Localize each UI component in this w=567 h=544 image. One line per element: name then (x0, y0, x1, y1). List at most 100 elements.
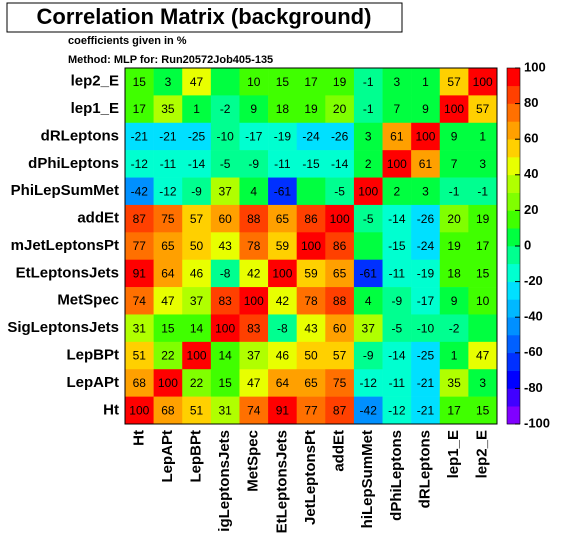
cell (382, 68, 412, 96)
cell-label: 35 (447, 376, 461, 390)
color-bin (507, 263, 520, 282)
cell (439, 396, 469, 425)
cell (182, 95, 212, 124)
cell (239, 259, 269, 288)
cell (296, 204, 326, 233)
cell (468, 232, 498, 260)
cell (439, 95, 469, 124)
cell (239, 287, 269, 315)
cell (353, 68, 383, 96)
cell-label: 50 (304, 349, 318, 363)
cell-label: 83 (247, 321, 261, 335)
color-bin (507, 210, 520, 229)
cell (353, 287, 383, 315)
cell (382, 314, 412, 343)
cell (353, 150, 383, 178)
cell (125, 341, 154, 370)
cell-label: 60 (333, 321, 347, 335)
cell-label: -14 (331, 157, 349, 171)
cell-label: -11 (160, 157, 177, 171)
cell (239, 396, 269, 425)
cell (125, 259, 154, 288)
cell-label: 43 (304, 321, 318, 335)
cell (210, 122, 240, 151)
x-tick-label: dPhiLeptons (388, 430, 405, 521)
cell-label: -10 (216, 130, 234, 144)
cell (182, 122, 212, 151)
z-tick-label: 20 (524, 202, 538, 217)
cell (125, 122, 154, 151)
cell (268, 122, 297, 151)
cell (411, 232, 441, 260)
cell-label: 9 (422, 102, 429, 116)
cell (153, 177, 183, 206)
cell (182, 287, 212, 315)
cell-label: 57 (333, 349, 347, 363)
z-tick-label: 80 (524, 95, 538, 110)
cell-label: -11 (274, 157, 291, 171)
cell-label: 1 (479, 130, 486, 144)
z-tick-label: -40 (524, 309, 543, 324)
cell (153, 204, 183, 233)
cell (468, 150, 498, 178)
cell-label: 1 (451, 349, 458, 363)
color-bin (507, 352, 520, 371)
cell-label: -21 (417, 376, 435, 390)
cell (353, 369, 383, 397)
cell (268, 396, 297, 425)
cell (325, 341, 355, 370)
cell (182, 314, 212, 343)
cell (239, 369, 269, 397)
cell-label: 37 (218, 184, 232, 198)
cell (182, 68, 212, 96)
cell (353, 122, 383, 151)
cell (296, 95, 326, 124)
cell (353, 232, 383, 260)
cell-label: -1 (363, 75, 374, 89)
cell (382, 369, 412, 397)
cell (296, 314, 326, 343)
cell-label: 100 (473, 75, 493, 89)
z-tick-label: -60 (524, 344, 543, 359)
cell (239, 95, 269, 124)
cell (325, 150, 355, 178)
cell (296, 259, 326, 288)
plot-frame (124, 67, 498, 425)
cell (353, 259, 383, 288)
cell (153, 259, 183, 288)
cell-label: 86 (333, 239, 347, 253)
cell-label: 47 (476, 349, 490, 363)
cell-label: -19 (417, 267, 435, 281)
cell-label: -9 (392, 294, 403, 308)
cell (325, 177, 355, 206)
cell-label: 1 (193, 102, 200, 116)
cell-label: -5 (334, 184, 345, 198)
cell (382, 232, 412, 260)
cell (268, 95, 297, 124)
cell (210, 150, 240, 178)
cell-label: 22 (190, 376, 204, 390)
cell (153, 314, 183, 343)
cell (153, 232, 183, 260)
y-tick-label: dRLeptons (41, 127, 119, 144)
color-bin (507, 317, 520, 336)
z-tick-label: 100 (524, 59, 546, 74)
cell-label: -5 (392, 321, 403, 335)
cell (268, 287, 297, 315)
cell (439, 341, 469, 370)
cell (125, 396, 154, 425)
cell-label: -42 (131, 184, 149, 198)
cell (439, 314, 469, 343)
cell (411, 396, 441, 425)
cell-label: 100 (301, 239, 321, 253)
cell-label: 2 (365, 157, 372, 171)
cell (239, 68, 269, 96)
y-tick-label: dPhiLeptons (28, 155, 119, 172)
cell-label: -42 (360, 403, 378, 417)
cell (268, 177, 297, 206)
cell-label: 100 (187, 349, 207, 363)
cell (210, 369, 240, 397)
cell-label: 86 (304, 212, 318, 226)
cell-label: 78 (304, 294, 318, 308)
